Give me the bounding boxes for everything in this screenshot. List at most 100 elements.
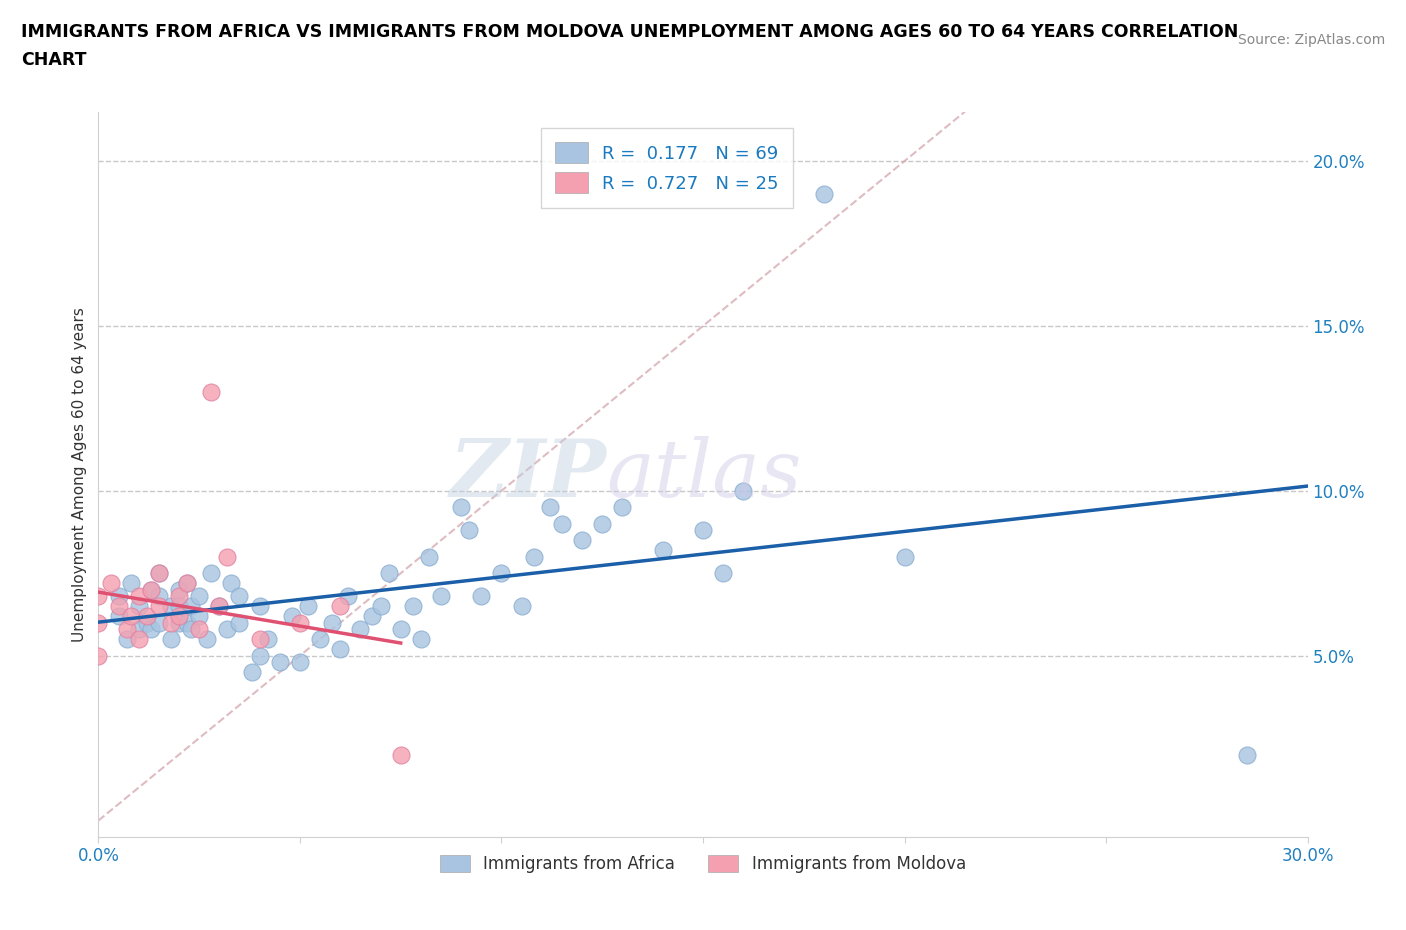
Point: [128, 589, 150, 604]
Point: [139, 582, 162, 597]
Point: [523, 550, 546, 565]
Point: [538, 499, 561, 514]
Point: [120, 608, 142, 623]
Point: [651, 543, 673, 558]
Point: [470, 589, 492, 604]
Point: [135, 616, 157, 631]
Point: [418, 550, 440, 565]
Point: [139, 582, 162, 597]
Point: [389, 622, 412, 637]
Point: [249, 648, 271, 663]
Point: [256, 631, 278, 646]
Point: [1236, 747, 1258, 762]
Point: [309, 631, 332, 646]
Point: [269, 655, 291, 670]
Point: [228, 589, 250, 604]
Point: [160, 599, 183, 614]
Point: [321, 616, 343, 631]
Point: [281, 608, 304, 623]
Legend: Immigrants from Africa, Immigrants from Moldova: Immigrants from Africa, Immigrants from …: [433, 848, 973, 880]
Point: [139, 622, 162, 637]
Point: [87, 648, 110, 663]
Point: [217, 550, 239, 565]
Point: [692, 523, 714, 538]
Point: [128, 622, 150, 637]
Point: [148, 616, 170, 631]
Y-axis label: Unemployment Among Ages 60 to 64 years: Unemployment Among Ages 60 to 64 years: [72, 307, 87, 642]
Text: ZIP: ZIP: [450, 435, 606, 513]
Point: [180, 599, 202, 614]
Point: [240, 665, 263, 680]
Point: [733, 484, 755, 498]
Point: [221, 576, 243, 591]
Point: [188, 608, 211, 623]
Point: [160, 616, 183, 631]
Point: [591, 516, 613, 531]
Point: [87, 616, 110, 631]
Point: [115, 631, 138, 646]
Point: [349, 622, 371, 637]
Point: [361, 608, 384, 623]
Text: IMMIGRANTS FROM AFRICA VS IMMIGRANTS FROM MOLDOVA UNEMPLOYMENT AMONG AGES 60 TO : IMMIGRANTS FROM AFRICA VS IMMIGRANTS FRO…: [21, 23, 1239, 41]
Point: [389, 747, 412, 762]
Point: [107, 589, 129, 604]
Point: [200, 384, 222, 399]
Point: [510, 599, 533, 614]
Point: [176, 576, 198, 591]
Point: [87, 589, 110, 604]
Point: [612, 499, 634, 514]
Point: [217, 622, 239, 637]
Point: [176, 616, 198, 631]
Point: [188, 622, 211, 637]
Point: [450, 499, 472, 514]
Point: [249, 599, 271, 614]
Text: CHART: CHART: [21, 51, 87, 69]
Point: [208, 599, 231, 614]
Point: [337, 589, 360, 604]
Point: [167, 589, 190, 604]
Point: [551, 516, 574, 531]
Point: [813, 187, 835, 202]
Point: [148, 565, 170, 580]
Point: [167, 582, 190, 597]
Point: [180, 622, 202, 637]
Point: [409, 631, 432, 646]
Point: [893, 550, 915, 565]
Point: [402, 599, 425, 614]
Text: atlas: atlas: [606, 435, 801, 513]
Point: [148, 589, 170, 604]
Point: [128, 599, 150, 614]
Text: Source: ZipAtlas.com: Source: ZipAtlas.com: [1237, 33, 1385, 46]
Point: [167, 616, 190, 631]
Point: [329, 599, 352, 614]
Point: [120, 576, 142, 591]
Point: [228, 616, 250, 631]
Point: [135, 608, 157, 623]
Point: [288, 616, 311, 631]
Point: [711, 565, 734, 580]
Point: [176, 576, 198, 591]
Point: [200, 565, 222, 580]
Point: [249, 631, 271, 646]
Point: [167, 608, 190, 623]
Point: [288, 655, 311, 670]
Point: [167, 599, 190, 614]
Point: [107, 608, 129, 623]
Point: [208, 599, 231, 614]
Point: [458, 523, 481, 538]
Point: [370, 599, 392, 614]
Point: [195, 631, 218, 646]
Point: [188, 589, 211, 604]
Point: [377, 565, 399, 580]
Point: [430, 589, 453, 604]
Point: [297, 599, 319, 614]
Point: [491, 565, 513, 580]
Point: [100, 576, 122, 591]
Point: [148, 565, 170, 580]
Point: [115, 622, 138, 637]
Point: [107, 599, 129, 614]
Point: [148, 599, 170, 614]
Point: [128, 631, 150, 646]
Point: [571, 533, 593, 548]
Point: [329, 642, 352, 657]
